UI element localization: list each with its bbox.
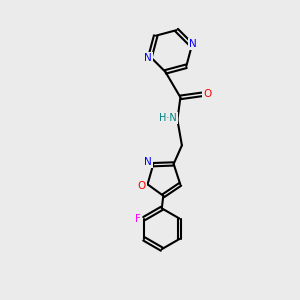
Text: O: O — [137, 181, 146, 191]
Text: N: N — [144, 53, 152, 63]
Text: O: O — [203, 89, 211, 99]
Text: N: N — [144, 157, 152, 167]
Text: F: F — [135, 214, 140, 224]
Text: N: N — [190, 39, 197, 49]
Text: H·N: H·N — [159, 113, 177, 123]
